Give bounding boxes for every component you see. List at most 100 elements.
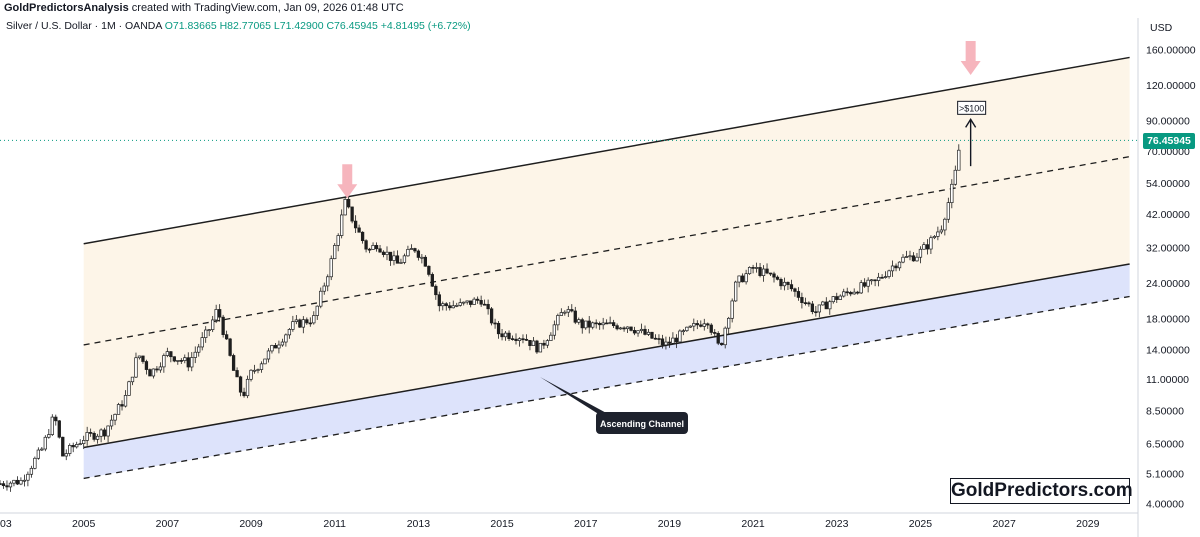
candle-body [699,324,703,327]
currency-label: USD [1150,22,1173,34]
candle-body [542,342,546,346]
candle-body [291,321,295,330]
candle-body [754,267,759,269]
x-tick-label: 2023 [825,518,849,530]
target-arrow-head [965,118,977,128]
candle-body [800,297,804,303]
candle-body [953,169,957,185]
candle-body [897,261,902,269]
candle-body [218,309,222,318]
candle-body [15,479,20,485]
candle-body [566,309,570,313]
target-label: >$100 [959,103,984,113]
candle-body [950,183,954,204]
candle-body [406,249,410,257]
y-tick-label: 11.00000 [1146,374,1189,386]
candle-body [455,305,459,307]
candle-body [709,324,713,333]
candle-body [810,303,815,313]
candle-body [580,319,584,329]
candle-body [803,302,808,304]
candle-body [538,342,543,353]
candle-body [545,340,550,346]
candle-body [336,235,340,246]
low-value: L71.42900 [273,20,324,32]
candle-body [99,429,103,437]
candle-body [587,320,591,328]
y-tick-label: 160.00000 [1146,44,1196,56]
symbol-label: Silver / U.S. Dollar · 1M · OANDA [6,20,162,32]
candle-body [340,214,344,236]
candle-body [26,473,30,481]
candle-body [601,322,605,326]
x-tick-label: 2017 [574,518,598,530]
candle-body [639,328,644,332]
x-tick-label: 2005 [72,518,96,530]
candle-body [106,425,110,437]
candle-body [720,342,724,346]
candle-body [71,445,75,448]
candle-body [371,245,375,250]
candle-body [789,284,794,290]
candle-body [772,273,776,278]
candle-body [137,355,142,359]
candle-body [692,323,696,327]
candle-body [423,256,428,267]
candle-body [744,273,748,283]
candle-body [573,310,577,323]
high-value: H82.77065 [219,20,271,32]
candle-body [922,244,926,250]
candle-body [360,231,365,242]
candle-body [723,327,727,346]
candle-body [943,218,947,231]
candle-body [204,329,208,338]
y-tick-label: 32.00000 [1146,243,1190,255]
candle-body [591,322,595,328]
candle-body [40,448,44,451]
candle-body [322,285,326,292]
candle-body [901,256,905,263]
candle-body [535,340,539,353]
candle-body [768,272,773,275]
author-name: GoldPredictorsAnalysis [4,2,129,14]
candle-body [441,303,445,307]
candle-body [496,322,501,335]
candle-body [329,258,333,278]
y-tick-label: 4.00000 [1146,498,1184,510]
candle-body [469,300,473,305]
candle-body [584,320,588,329]
candle-body [263,358,267,365]
candle-body [78,443,82,445]
candle-body [695,323,699,326]
brand-watermark: GoldPredictors.com [950,478,1133,504]
candle-body [929,237,933,250]
candle-body [510,338,515,340]
candle-body [228,338,232,356]
candle-body [287,329,292,336]
candle-body [577,319,581,323]
candle-body [632,330,637,334]
x-tick-label: 2013 [407,518,431,530]
candle-body [444,303,448,307]
candle-body [155,368,159,371]
candle-body [176,360,180,362]
candle-body [350,206,354,222]
candle-body [19,480,23,485]
candle-body [312,315,316,324]
candle-body [47,434,51,438]
candle-body [169,351,173,358]
candle-body [563,311,567,314]
candle-body [611,322,616,327]
candle-body [462,301,466,304]
candle-body [186,357,190,368]
candle-body [479,300,483,305]
x-tick-label: 2003 [0,518,12,530]
candle-body [751,267,755,269]
candle-body [0,483,2,485]
candle-body [664,341,668,346]
candle-body [939,229,944,233]
candle-body [883,276,888,278]
candle-body [880,276,884,279]
candle-body [615,325,619,330]
